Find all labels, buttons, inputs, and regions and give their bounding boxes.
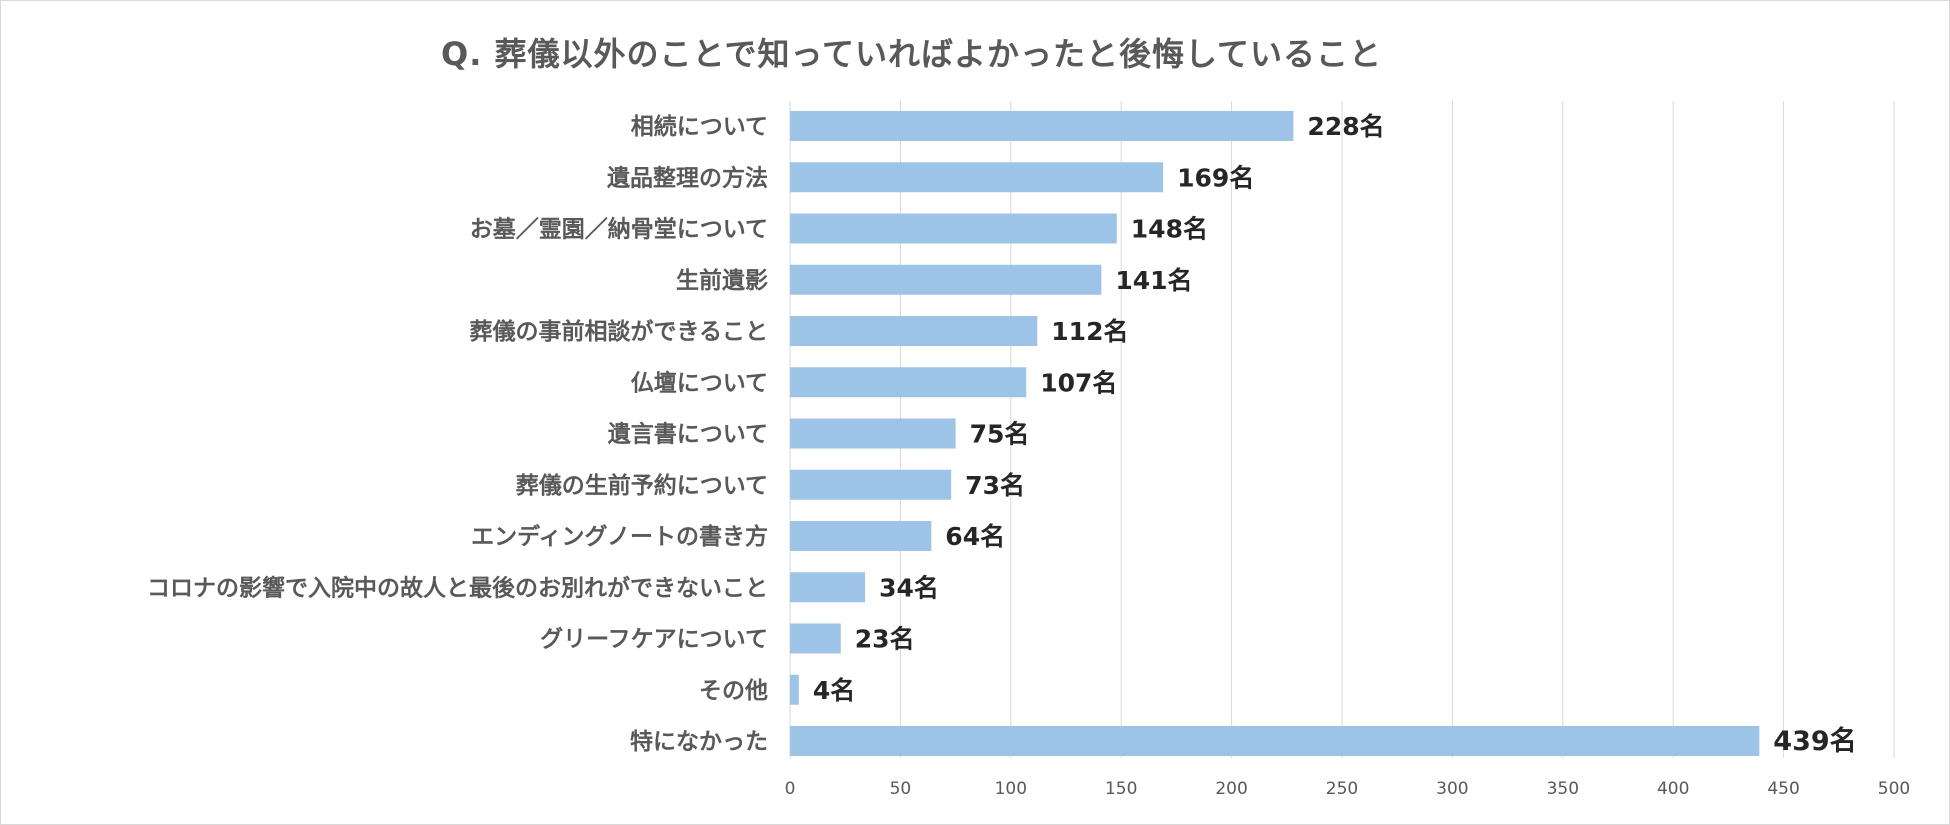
category-label: 特になかった: [630, 729, 768, 755]
data-label: 4名: [813, 676, 855, 705]
data-label: 75名: [970, 420, 1030, 449]
data-label: 141名: [1115, 266, 1192, 295]
category-label: 相続について: [631, 113, 768, 140]
bar: [790, 213, 1117, 244]
category-label: 遺言書について: [608, 421, 768, 448]
data-label: 23名: [855, 625, 915, 654]
x-tick-label: 150: [1105, 779, 1137, 799]
bar: [790, 264, 1102, 295]
category-label: その他: [699, 678, 768, 704]
bar: [790, 469, 952, 500]
x-tick-label: 0: [785, 779, 796, 799]
data-label: 148名: [1131, 215, 1208, 244]
data-label: 107名: [1040, 368, 1117, 397]
bar: [790, 418, 956, 449]
x-tick-label: 300: [1436, 779, 1468, 799]
x-tick-label: 500: [1878, 779, 1910, 799]
bar: [790, 111, 1294, 141]
category-label: 葬儀の生前予約について: [516, 472, 768, 499]
chart-title: Q. 葬儀以外のことで知っていればよかったと後悔していること: [441, 35, 1382, 73]
x-tick-label: 50: [890, 779, 912, 799]
data-label: 34名: [879, 573, 939, 602]
bar: [790, 572, 866, 603]
x-tick-label: 100: [995, 779, 1027, 799]
category-label: 生前遺影: [676, 267, 768, 294]
category-label: お墓／霊園／納骨堂について: [470, 216, 768, 243]
data-label: 228名: [1307, 112, 1384, 141]
x-tick-label: 400: [1657, 779, 1689, 799]
data-label: 64名: [945, 522, 1005, 551]
category-label: コロナの影響で入院中の故人と最後のお別れができないこと: [147, 574, 768, 601]
category-label: 遺品整理の方法: [607, 164, 768, 191]
data-label: 439名: [1773, 725, 1856, 757]
category-label: エンディングノートの書き方: [471, 523, 768, 550]
bar: [790, 623, 841, 654]
data-label: 112名: [1051, 317, 1128, 346]
bar: [790, 521, 932, 551]
bar: [790, 367, 1027, 398]
category-label: グリーフケアについて: [540, 626, 768, 653]
x-tick-label: 250: [1326, 779, 1358, 799]
bar: [790, 162, 1164, 193]
bar: [790, 726, 1760, 756]
data-label: 73名: [965, 471, 1025, 500]
x-tick-label: 350: [1547, 779, 1579, 799]
bar: [790, 674, 799, 705]
category-label: 仏壇について: [631, 369, 768, 396]
bar: [790, 316, 1038, 346]
category-label: 葬儀の事前相談ができること: [469, 318, 768, 345]
x-tick-label: 200: [1215, 779, 1247, 799]
data-label: 169名: [1177, 163, 1254, 192]
x-tick-label: 450: [1767, 779, 1799, 799]
